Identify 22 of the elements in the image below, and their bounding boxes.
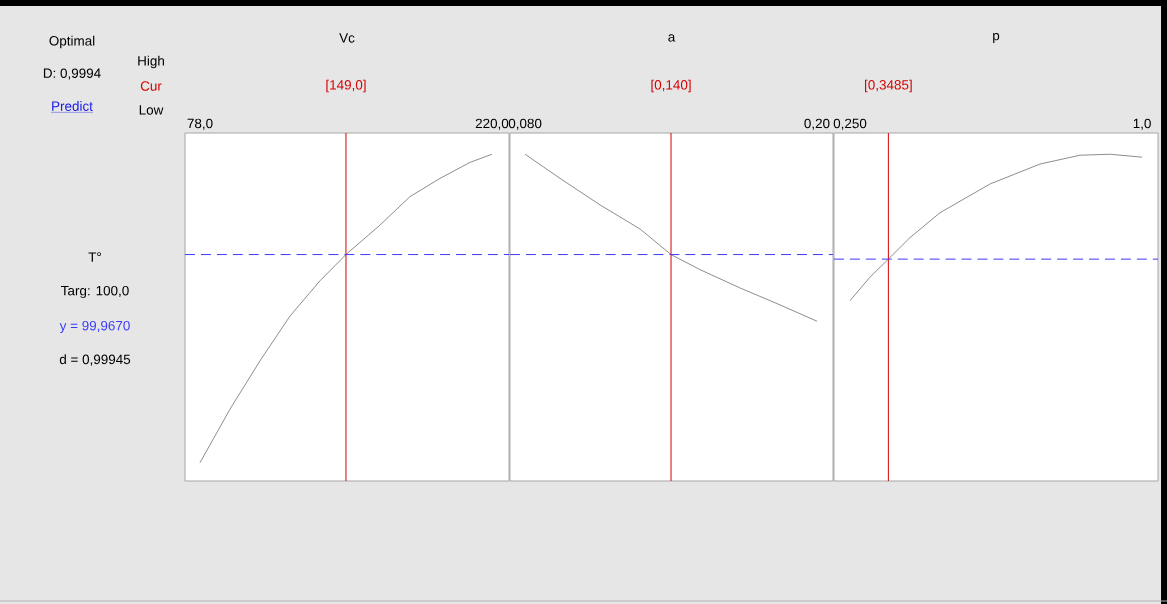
x-tick-label: 0,080 xyxy=(508,118,542,130)
chart-title: p xyxy=(993,32,1000,44)
text: Cur xyxy=(140,81,162,91)
text: Low xyxy=(139,105,164,115)
x-tick-label: 78,0 xyxy=(187,118,213,130)
x-tick-label: 0,20 xyxy=(804,118,830,130)
x-tick-label: 1,0 xyxy=(1133,118,1151,130)
ref-line-label: [149,0] xyxy=(326,79,366,93)
text: High xyxy=(138,55,164,69)
chart-title: Vc xyxy=(339,33,355,43)
text: D: 0,9994 xyxy=(43,68,101,80)
text: d = 0,99945 xyxy=(59,354,131,366)
text: Targ: 100,0 xyxy=(61,285,129,299)
text: Predict xyxy=(52,101,93,111)
ref-line-label: [0,140] xyxy=(651,79,691,93)
x-tick-label: 0,250 xyxy=(833,118,867,130)
ref-line-label: [0,3485] xyxy=(865,79,912,93)
chart-title: a xyxy=(668,34,676,42)
x-tick-label: 220,0 xyxy=(475,118,509,130)
ref-line-label: y = 99,9670 xyxy=(59,320,130,334)
text: Optimal xyxy=(49,35,95,49)
y-axis-title: T° xyxy=(88,252,101,262)
